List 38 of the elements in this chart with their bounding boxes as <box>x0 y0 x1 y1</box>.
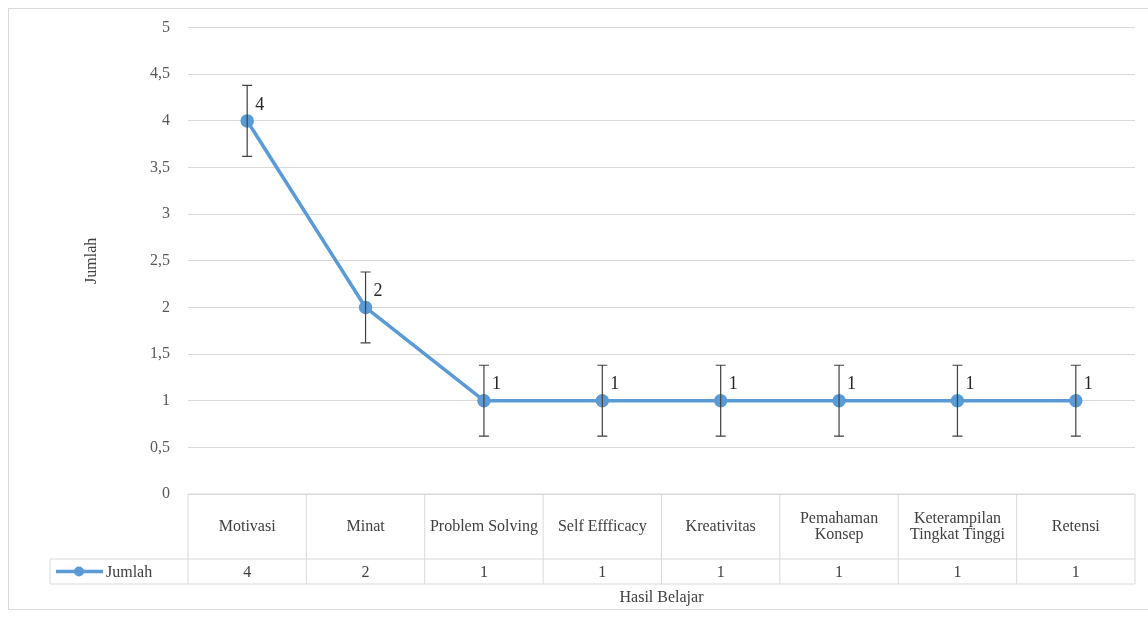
data-label: 1 <box>953 562 962 580</box>
data-label: 2 <box>361 562 370 580</box>
x-tick-label: Minat <box>346 516 386 534</box>
data-label: 1 <box>479 562 488 580</box>
data-label: 1 <box>1071 562 1080 580</box>
x-tick-label: Pemahaman Konsep <box>799 508 879 543</box>
annotation: 1 <box>728 373 738 394</box>
y-tick-label: 4 <box>162 111 170 129</box>
x-tick-label: Retensi <box>1051 516 1101 534</box>
x-tick-label: Problem Solving <box>429 516 538 535</box>
annotation: 1 <box>847 373 857 394</box>
annotation: 1 <box>965 373 975 394</box>
data-label: 4 <box>243 562 252 580</box>
y-tick-label: 3 <box>162 204 170 222</box>
y-tick-label: 4,5 <box>150 64 170 82</box>
data-label: 1 <box>835 562 844 580</box>
x-tick-label: Motivasi <box>218 516 277 534</box>
y-tick-label: 3,5 <box>150 157 170 175</box>
data-label: 1 <box>716 562 725 580</box>
y-axis-title: Jumlah <box>81 237 99 284</box>
annotation: 1 <box>1083 373 1093 394</box>
annotation: 2 <box>373 280 383 301</box>
annotation: 1 <box>610 373 620 394</box>
x-tick-label: Self Effficacy <box>557 516 647 535</box>
x-tick-label: Kreativitas <box>685 516 756 534</box>
y-tick-label: 1,5 <box>150 344 170 362</box>
data-label: 1 <box>598 562 607 580</box>
legend-label: Jumlah <box>106 562 153 580</box>
y-tick-label: 1 <box>162 390 170 408</box>
y-tick-label: 2 <box>162 297 170 315</box>
annotation: 4 <box>255 93 265 114</box>
y-tick-label: 0,5 <box>150 437 170 455</box>
y-tick-label: 5 <box>162 17 170 35</box>
annotation: 1 <box>491 373 501 394</box>
x-tick-label: Keterampilan Tingkat Tinggi <box>909 508 1006 543</box>
y-tick-label: 2,5 <box>150 251 170 268</box>
y-tick-label: 0 <box>162 484 170 502</box>
x-axis-title: Hasil Belajar <box>619 588 705 607</box>
